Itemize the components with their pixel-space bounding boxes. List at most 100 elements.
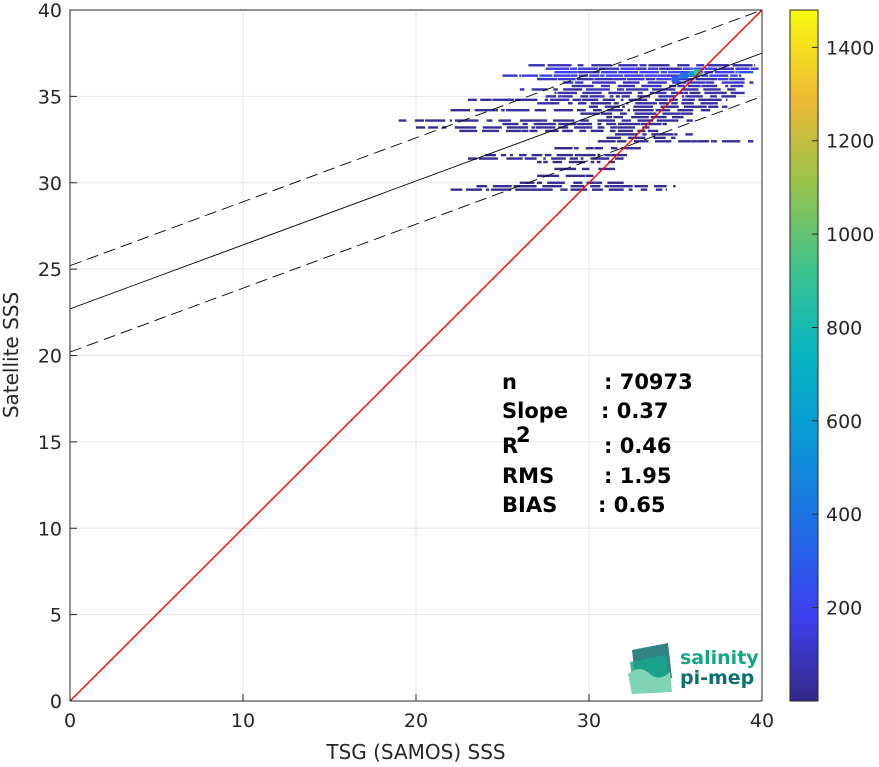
- density-cell: [482, 129, 500, 133]
- density-cell: [730, 74, 738, 77]
- density-cell: [654, 185, 667, 188]
- density-cell: [687, 84, 701, 88]
- colorbar: [789, 9, 819, 702]
- y-tick-label: 40: [38, 0, 62, 22]
- density-cell: [729, 77, 745, 81]
- density-cell: [514, 98, 538, 102]
- density-cell: [547, 181, 565, 184]
- density-cell: [604, 105, 620, 108]
- density-cell: [681, 102, 694, 105]
- y-tick-label: 5: [50, 605, 62, 627]
- density-cell: [554, 147, 573, 150]
- density-cell: [613, 115, 624, 119]
- density-cell: [642, 126, 650, 129]
- density-cell: [602, 98, 616, 102]
- density-cell: [677, 108, 694, 112]
- density-cell: [738, 70, 754, 74]
- density-cell: [617, 88, 625, 91]
- density-cell: [557, 77, 576, 81]
- density-cell: [596, 160, 601, 164]
- density-cell: [513, 185, 537, 188]
- density-cell: [750, 67, 759, 70]
- density-cell: [647, 67, 659, 70]
- density-cell: [574, 147, 579, 150]
- x-tick-label: 0: [64, 710, 76, 732]
- density-cell: [501, 108, 505, 112]
- density-cell: [683, 91, 689, 95]
- density-cell: [558, 95, 562, 98]
- colorbar-tick-label: 1000: [826, 224, 874, 246]
- density-cell: [634, 112, 657, 115]
- density-cell: [710, 140, 713, 143]
- density-cell: [586, 88, 610, 91]
- density-cell: [544, 153, 552, 157]
- density-cell: [554, 91, 557, 95]
- density-cell: [537, 160, 542, 164]
- density-cell: [615, 157, 624, 160]
- salinity-pi-mep-logo: salinity pi-mep: [628, 643, 759, 694]
- density-cell: [531, 126, 536, 129]
- density-cell: [608, 160, 615, 164]
- density-cell: [553, 108, 573, 112]
- density-cell: [569, 157, 578, 160]
- density-cell: [617, 126, 636, 129]
- density-cell: [467, 98, 477, 102]
- colorbar-tick-label: 200: [826, 598, 862, 620]
- stat-label: n: [502, 370, 517, 394]
- density-cell: [677, 64, 690, 67]
- density-cell: [686, 119, 693, 122]
- density-cell: [578, 102, 587, 105]
- density-cell: [705, 81, 715, 84]
- density-cell: [704, 67, 718, 70]
- density-cell: [687, 81, 706, 84]
- density-cell: [727, 88, 735, 91]
- fit-line: [70, 52, 762, 310]
- density-cell: [637, 91, 643, 95]
- y-tick-label: 25: [38, 259, 62, 281]
- density-cell: [416, 126, 426, 129]
- density-cell: [648, 64, 670, 67]
- density-cell: [536, 181, 543, 184]
- density-cell: [625, 88, 649, 91]
- density-cloud: [398, 64, 759, 191]
- density-cell: [671, 102, 678, 105]
- density-cell: [495, 108, 498, 112]
- density-cell: [547, 64, 572, 67]
- density-cell: [570, 188, 588, 191]
- density-cell: [672, 81, 687, 84]
- density-cell: [718, 74, 729, 77]
- density-cell: [677, 74, 683, 77]
- density-cell: [597, 119, 616, 122]
- density-cell: [668, 70, 690, 74]
- density-cell: [708, 105, 719, 108]
- density-cell: [567, 102, 573, 105]
- density-cell: [459, 129, 478, 133]
- density-cell: [610, 147, 618, 150]
- density-cell: [689, 91, 701, 95]
- density-cell: [655, 108, 671, 112]
- density-cell: [597, 122, 602, 126]
- density-cell: [608, 91, 632, 95]
- density-hotspot: [688, 70, 697, 77]
- density-cell: [680, 112, 693, 115]
- fit-upper-line: [70, 10, 762, 267]
- density-cell: [665, 188, 667, 191]
- density-cell: [604, 185, 609, 188]
- density-cell: [735, 88, 737, 91]
- density-cell: [539, 74, 553, 77]
- density-cell: [671, 136, 676, 140]
- density-cell: [660, 70, 668, 74]
- density-cell: [634, 185, 648, 188]
- y-axis-ticks: 0 5 10 15 20 25 30 35 40: [38, 0, 77, 713]
- density-cell: [521, 129, 529, 133]
- density-cell: [550, 98, 570, 102]
- x-axis-label: TSG (SAMOS) SSS: [325, 740, 505, 764]
- density-cell: [639, 70, 659, 74]
- density-cell: [554, 70, 578, 74]
- density-cell: [653, 136, 666, 140]
- density-cell: [524, 157, 537, 160]
- density-cell: [673, 185, 676, 188]
- density-cell: [478, 157, 498, 160]
- density-cell: [454, 119, 479, 122]
- density-cell: [573, 181, 583, 184]
